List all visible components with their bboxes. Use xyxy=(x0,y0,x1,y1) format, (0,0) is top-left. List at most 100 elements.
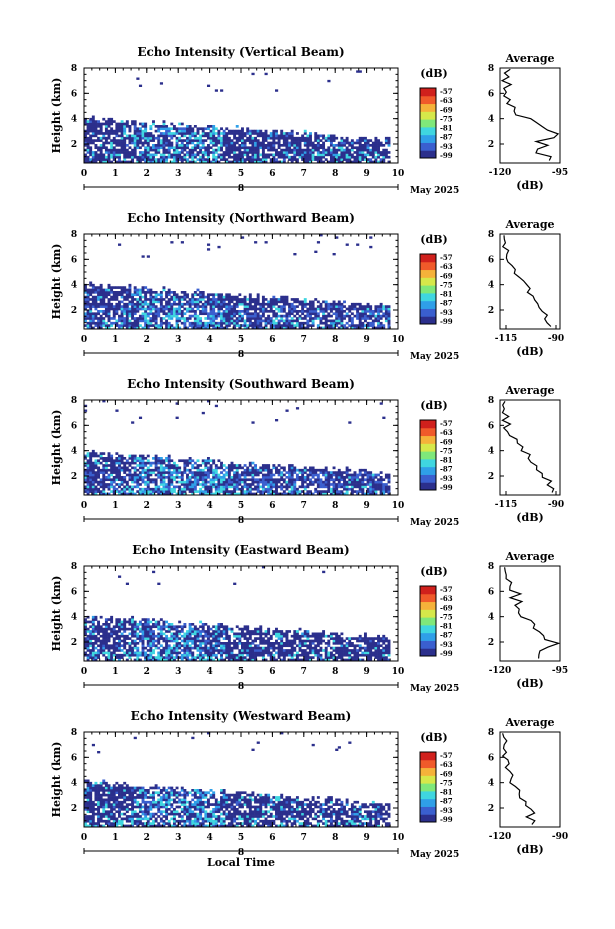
echo-cell xyxy=(118,459,121,463)
echo-cell xyxy=(316,476,320,479)
echo-cell xyxy=(369,476,373,479)
echo-cell xyxy=(91,317,95,320)
echo-cell xyxy=(348,310,352,313)
echo-cell xyxy=(235,160,239,164)
echo-cell xyxy=(136,129,140,133)
echo-cell xyxy=(254,300,257,304)
echo-cell xyxy=(94,478,98,482)
echo-cell xyxy=(269,307,273,311)
echo-cell xyxy=(233,324,237,327)
echo-cell xyxy=(241,490,244,493)
echo-cell xyxy=(251,132,255,135)
echo-cell xyxy=(120,483,124,486)
echo-cell xyxy=(167,288,171,292)
echo-cell xyxy=(335,490,339,493)
echo-cell xyxy=(316,144,320,147)
echo-cell xyxy=(157,490,161,493)
echo-cell xyxy=(112,153,116,157)
echo-cell xyxy=(241,153,244,157)
echo-cell xyxy=(366,480,370,484)
echo-cell xyxy=(196,473,200,477)
echo-cell xyxy=(382,492,386,496)
echo-cell xyxy=(118,644,121,648)
echo-cell xyxy=(366,490,370,493)
echo-cell xyxy=(191,158,195,161)
echo-cell xyxy=(107,485,111,489)
echo-cell xyxy=(269,319,273,323)
echo-cell xyxy=(377,307,380,311)
echo-cell xyxy=(193,153,197,157)
echo-cell xyxy=(107,305,111,308)
echo-cell xyxy=(293,139,297,142)
echo-cell xyxy=(188,136,192,140)
echo-cell xyxy=(157,461,161,465)
echo-cell xyxy=(358,305,362,308)
echo-cell xyxy=(209,490,213,493)
echo-cell xyxy=(180,291,184,294)
echo-cell xyxy=(154,454,158,458)
echo-cell xyxy=(141,618,145,621)
echo-cell xyxy=(225,319,229,323)
echo-cell xyxy=(104,658,108,662)
echo-cell xyxy=(214,321,218,325)
echo-cell xyxy=(141,639,145,643)
echo-cell xyxy=(256,144,260,147)
echo-cell xyxy=(230,295,234,299)
echo-cell xyxy=(162,471,166,474)
echo-cell xyxy=(84,490,87,493)
echo-cell xyxy=(136,127,140,131)
echo-cell xyxy=(86,295,90,299)
echo-cell xyxy=(157,307,161,311)
echo-cell xyxy=(288,307,292,311)
echo-cell xyxy=(329,141,333,145)
echo-cell xyxy=(162,651,166,655)
echo-cell xyxy=(222,326,226,330)
echo-cell xyxy=(233,476,237,479)
echo-cell xyxy=(288,310,292,313)
echo-cell xyxy=(91,160,95,164)
echo-cell xyxy=(149,298,153,301)
echo-cell xyxy=(382,158,386,161)
echo-cell xyxy=(214,151,218,154)
echo-cell xyxy=(118,492,121,496)
echo-cell xyxy=(141,457,145,460)
echo-cell xyxy=(298,321,302,325)
echo-cell xyxy=(144,151,148,154)
echo-cell xyxy=(329,473,333,477)
colorbar-tick-label: -63 xyxy=(440,428,453,437)
echo-cell xyxy=(141,286,145,289)
echo-cell xyxy=(356,476,360,479)
echo-cell xyxy=(361,483,365,486)
echo-cell xyxy=(162,148,166,152)
echo-cell xyxy=(138,487,142,491)
echo-cell xyxy=(89,293,93,297)
echo-cell xyxy=(303,468,307,472)
echo-cell xyxy=(133,319,137,323)
echo-cell xyxy=(220,487,223,491)
echo-cell xyxy=(214,300,218,304)
echo-cell xyxy=(157,634,161,638)
echo-cell xyxy=(138,298,142,301)
echo-cell xyxy=(387,321,391,325)
echo-cell xyxy=(261,487,265,491)
echo-cell xyxy=(230,155,234,159)
echo-cell xyxy=(217,310,221,313)
echo-cell xyxy=(183,139,187,142)
echo-cell xyxy=(222,480,226,484)
echo-cell xyxy=(178,122,182,126)
echo-cell xyxy=(350,478,354,482)
echo-cell xyxy=(115,452,119,455)
echo-cell xyxy=(280,473,284,477)
echo-cell xyxy=(272,155,276,159)
echo-cell xyxy=(209,141,213,145)
echo-cell xyxy=(290,468,294,472)
echo-cell xyxy=(97,637,100,640)
echo-cell xyxy=(157,300,161,304)
echo-cell xyxy=(235,480,239,484)
echo-cell xyxy=(86,293,90,297)
echo-cell xyxy=(133,286,137,289)
echo-cell xyxy=(86,656,90,659)
echo-cell xyxy=(112,120,116,123)
echo-cell xyxy=(149,637,153,640)
echo-cell xyxy=(335,305,339,308)
